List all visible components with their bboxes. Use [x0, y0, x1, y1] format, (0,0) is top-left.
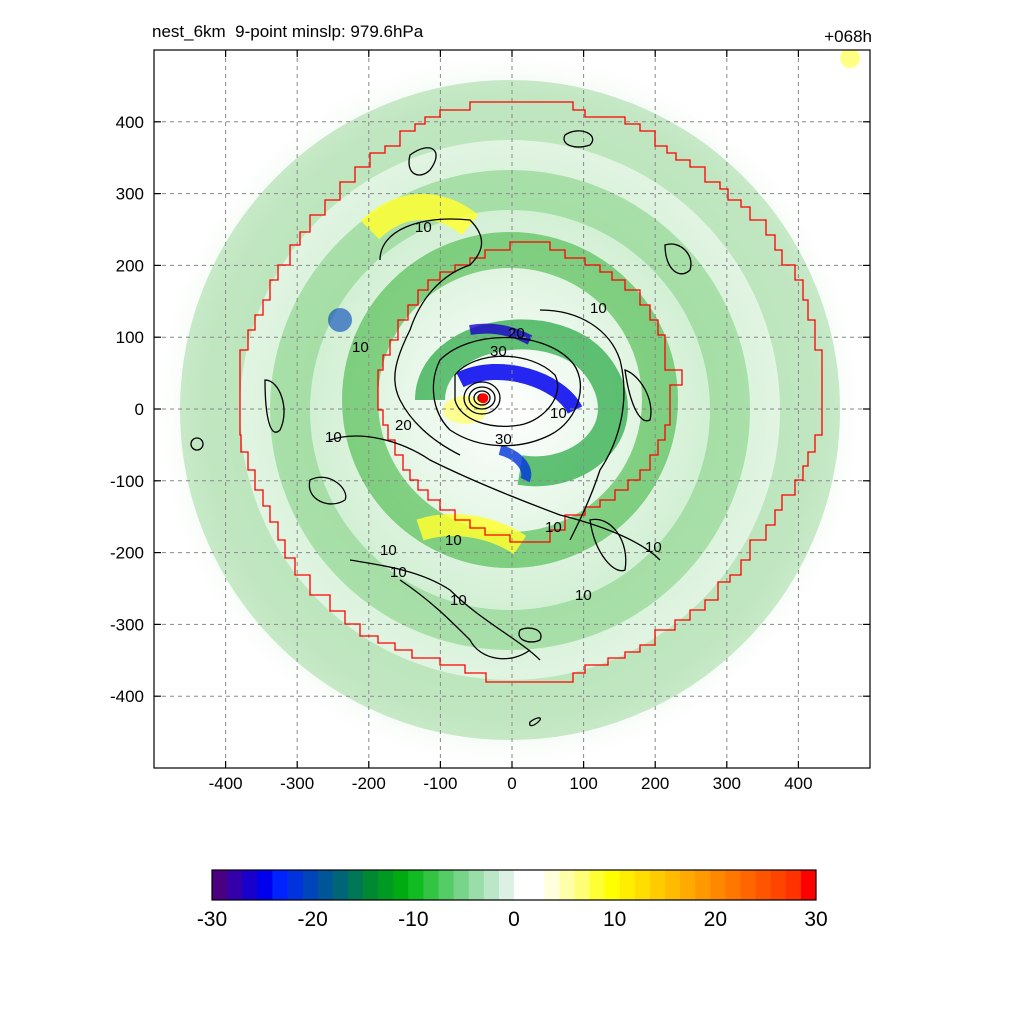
colorbar-swatch	[378, 870, 394, 900]
colorbar-swatch	[589, 870, 606, 900]
colorbar-swatch	[438, 870, 455, 900]
contour-label: 10	[415, 219, 432, 236]
colorbar-swatch	[423, 870, 439, 900]
contour-label: 10	[590, 300, 607, 317]
colorbar-swatch	[755, 870, 772, 900]
colorbar-swatch	[468, 870, 485, 900]
colorbar-swatch	[483, 870, 500, 900]
contour-label: 10	[545, 519, 562, 536]
colorbar-swatch	[302, 870, 319, 900]
colorbar-swatch	[287, 870, 304, 900]
colorbar-swatch	[257, 870, 273, 900]
colorbar-tick-label: 10	[603, 908, 626, 931]
contour-label: 30	[490, 343, 507, 360]
colorbar-swatch	[574, 870, 590, 900]
colorbar-swatch	[634, 870, 651, 900]
contour-label: 20	[508, 325, 525, 342]
y-tick-label: 100	[116, 328, 144, 347]
colorbar-swatch	[740, 870, 757, 900]
colorbar-swatch	[498, 870, 515, 900]
contour-label: 20	[395, 417, 412, 434]
colorbar-swatch	[604, 870, 621, 900]
forecast-hour-label: +068h	[824, 27, 872, 46]
colorbar-swatch	[695, 870, 711, 900]
x-tick-label: 300	[713, 774, 741, 793]
outer-domain-boundary	[239, 101, 823, 683]
y-tick-label: -300	[110, 615, 144, 634]
colorbar-swatch	[393, 870, 409, 900]
colorbar-swatch	[619, 870, 636, 900]
colorbar-swatch	[514, 870, 530, 900]
x-tick-label: -400	[209, 774, 243, 793]
contour-label: 10	[575, 587, 592, 604]
colorbar-swatch	[710, 870, 726, 900]
colorbar-swatch	[408, 870, 424, 900]
contour-label: 10	[380, 542, 397, 559]
x-tick-label: -100	[423, 774, 457, 793]
x-tick-label: 100	[569, 774, 597, 793]
x-tick-label: 200	[641, 774, 669, 793]
contour-label: 10	[445, 532, 462, 549]
colorbar-swatch	[544, 870, 560, 900]
colorbar-swatch	[649, 870, 666, 900]
x-tick-label: 400	[784, 774, 812, 793]
colorbar-frame	[211, 869, 817, 901]
colorbar-swatch	[800, 870, 817, 900]
y-axis: -400 -300 -200 -100 0 100 200 300 400	[110, 113, 870, 706]
y-tick-label: 0	[135, 400, 144, 419]
colorbar-swatch	[725, 870, 741, 900]
colorbar-tick-label: 20	[704, 908, 727, 931]
colorbar-swatch	[332, 870, 349, 900]
colorbar-tick-label: 0	[508, 908, 520, 931]
colorbar-swatch	[242, 870, 258, 900]
colorbar-tick-label: -20	[297, 908, 327, 931]
contour-label: 10	[352, 339, 369, 356]
shaded-field	[154, 50, 870, 768]
colorbar-swatch	[453, 870, 470, 900]
colorbar-swatch	[680, 870, 696, 900]
contour-label: 10	[550, 405, 567, 422]
colorbar-tick-label: 30	[804, 908, 827, 931]
colorbar-swatch	[212, 870, 228, 900]
colorbar-swatch	[665, 870, 681, 900]
colorbar-swatch	[559, 870, 575, 900]
wind-contours	[190, 130, 692, 727]
y-tick-label: -200	[110, 544, 144, 563]
contour-label: 10	[390, 564, 407, 581]
colorbar-swatch	[363, 870, 379, 900]
colorbar: -30 -20 -10 0 10 20 30	[197, 869, 828, 931]
x-tick-label: -300	[280, 774, 314, 793]
contour-label: 30	[495, 431, 512, 448]
inner-domain-boundary	[377, 241, 683, 543]
y-tick-label: 400	[116, 113, 144, 132]
contour-label: 10	[450, 592, 467, 609]
domain-boundaries	[239, 101, 823, 683]
contour-label: 10	[325, 429, 342, 446]
contour-label: 10	[645, 539, 662, 556]
x-tick-label: 0	[507, 774, 516, 793]
x-axis: -400 -300 -200 -100 0 100 200 300 400	[209, 50, 813, 793]
x-tick-label: -200	[352, 774, 386, 793]
colorbar-swatch	[317, 870, 334, 900]
y-tick-label: 300	[116, 185, 144, 204]
contour-labels: 10 10 10 10 10 10 10 10 10 10 10 10 20 2…	[325, 219, 662, 609]
colorbar-swatch	[770, 870, 787, 900]
storm-center-marker	[478, 393, 489, 404]
y-tick-label: 200	[116, 256, 144, 275]
colorbar-swatch	[785, 870, 802, 900]
colorbar-swatch	[272, 870, 288, 900]
chart-title: nest_6km 9-point minslp: 979.6hPa	[152, 22, 424, 41]
colorbar-swatch	[529, 870, 545, 900]
colorbar-swatch	[347, 870, 364, 900]
y-tick-label: -100	[110, 472, 144, 491]
y-tick-label: -400	[110, 687, 144, 706]
colorbar-tick-label: -10	[398, 908, 428, 931]
colorbar-swatch	[227, 870, 243, 900]
colorbar-tick-label: -30	[197, 908, 227, 931]
